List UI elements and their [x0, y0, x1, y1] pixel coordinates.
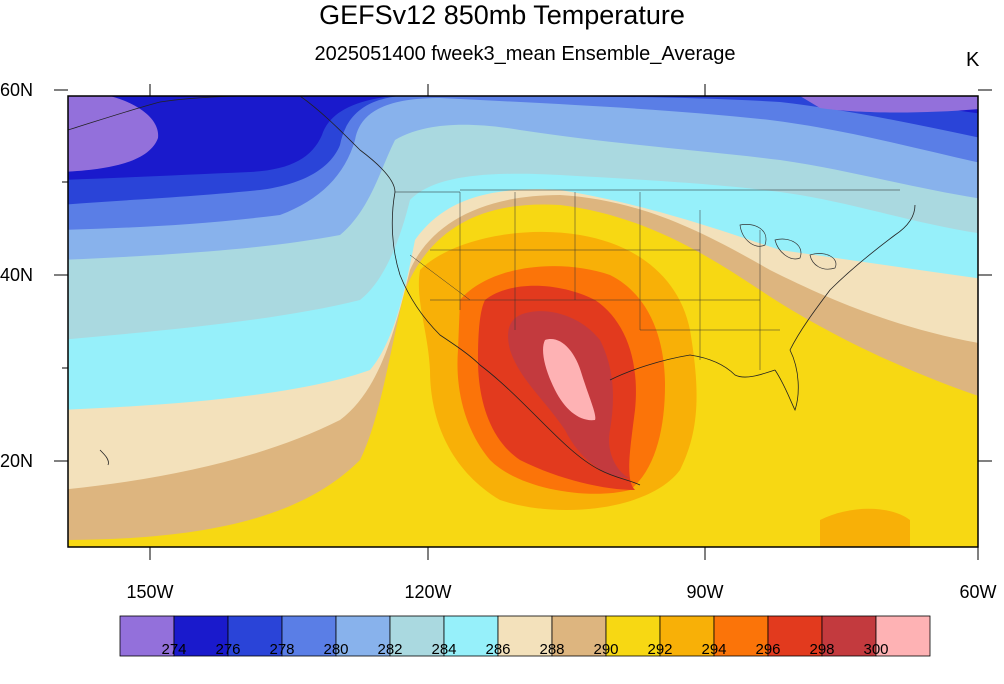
units-label: K	[966, 49, 980, 71]
state-borders	[409, 192, 780, 370]
contour-274-east	[800, 96, 978, 113]
lon-label-150w: 150W	[126, 582, 174, 602]
colorbar-tick-label: 300	[863, 641, 889, 658]
colorbar-swatch	[551, 615, 607, 657]
colorbar-tick-label: 276	[215, 641, 241, 658]
colorbar-swatch	[875, 615, 931, 657]
colorbar-tick-label: 284	[431, 641, 457, 658]
colorbar-tick-label: 292	[647, 641, 673, 658]
map-title: GEFSv12 850mb Temperature	[319, 0, 685, 30]
contour-max	[543, 339, 596, 421]
colorbar-swatch	[605, 615, 661, 657]
lat-ticks	[54, 89, 992, 462]
contour-294-southeast	[820, 508, 910, 547]
colorbar-tick-label: 290	[593, 641, 619, 658]
lat-label-60n: 60N	[0, 80, 34, 100]
colorbar-swatch	[389, 615, 445, 657]
colorbar-swatch	[443, 615, 499, 657]
colorbar-tick-label: 274	[161, 641, 187, 658]
colorbar-tick-label: 282	[377, 641, 403, 658]
colorbar-swatch	[335, 615, 391, 657]
lon-ticks	[149, 84, 979, 560]
colorbar-swatch	[767, 615, 823, 657]
colorbar-tick-label: 296	[755, 641, 781, 658]
colorbar-tick-label: 280	[323, 641, 349, 658]
colorbar	[119, 615, 931, 657]
contour-276	[68, 96, 978, 180]
colorbar-swatch	[227, 615, 283, 657]
colorbar-swatch	[281, 615, 337, 657]
colorbar-swatch	[119, 615, 175, 657]
map-subtitle: 2025051400 fweek3_mean Ensemble_Average	[314, 43, 736, 65]
lon-label-60w: 60W	[959, 582, 997, 602]
lat-label-20n: 20N	[0, 451, 34, 471]
map-frame	[67, 95, 979, 548]
colorbar-tick-label: 286	[485, 641, 511, 658]
contour-274-west	[68, 96, 159, 172]
colorbar-swatch	[821, 615, 877, 657]
lon-label-90w: 90W	[686, 582, 724, 602]
colorbar-tick-label: 294	[701, 641, 727, 658]
colorbar-tick-label: 278	[269, 641, 295, 658]
lon-label-120w: 120W	[404, 582, 452, 602]
lake-outlines	[739, 224, 837, 270]
coastlines	[68, 96, 916, 486]
colorbar-tick-label: 298	[809, 641, 835, 658]
lat-label-40n: 40N	[0, 265, 34, 285]
colorbar-tick-label: 288	[539, 641, 565, 658]
